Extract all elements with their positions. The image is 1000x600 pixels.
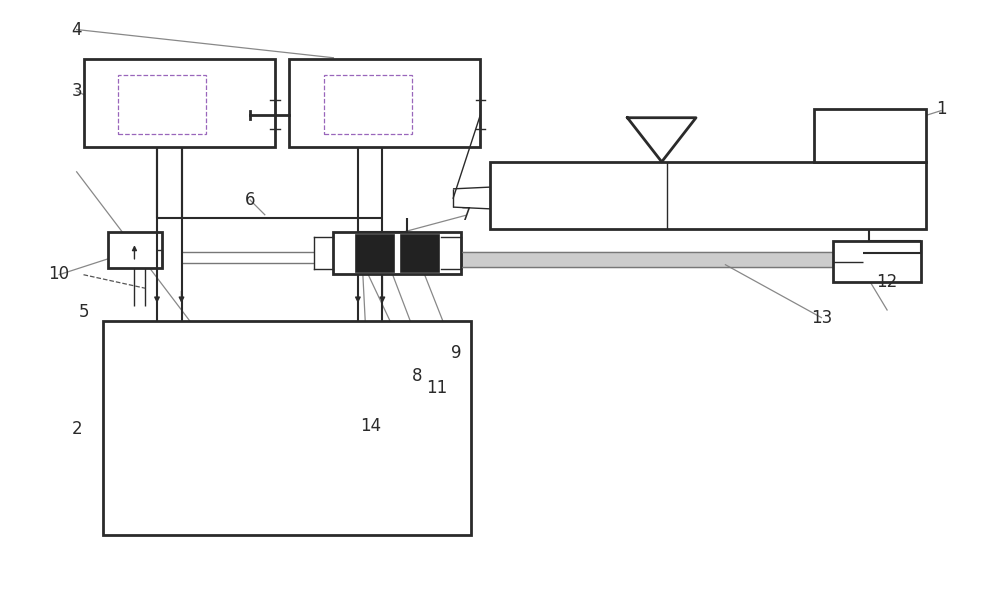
Bar [814,109,926,162]
Text: 10: 10 [48,265,70,283]
Bar [355,234,394,272]
Text: 14: 14 [360,418,381,436]
Bar [84,59,275,147]
Text: 8: 8 [411,367,422,385]
Text: 7: 7 [460,206,471,224]
Text: 5: 5 [78,303,89,321]
Bar [289,59,480,147]
Text: 9: 9 [451,344,461,362]
Text: 12: 12 [876,274,898,292]
Text: 13: 13 [811,308,832,326]
Text: 4: 4 [71,20,82,38]
Bar [118,75,206,134]
Bar [490,162,926,229]
Bar [333,232,461,274]
Bar [108,232,162,268]
Bar [833,241,921,283]
Text: 1: 1 [936,100,946,118]
Text: 2: 2 [71,421,82,439]
Text: 3: 3 [71,82,82,100]
Bar [103,320,471,535]
Bar [400,234,439,272]
Text: 6: 6 [245,191,255,209]
Bar [324,75,412,134]
Text: 11: 11 [426,379,447,397]
